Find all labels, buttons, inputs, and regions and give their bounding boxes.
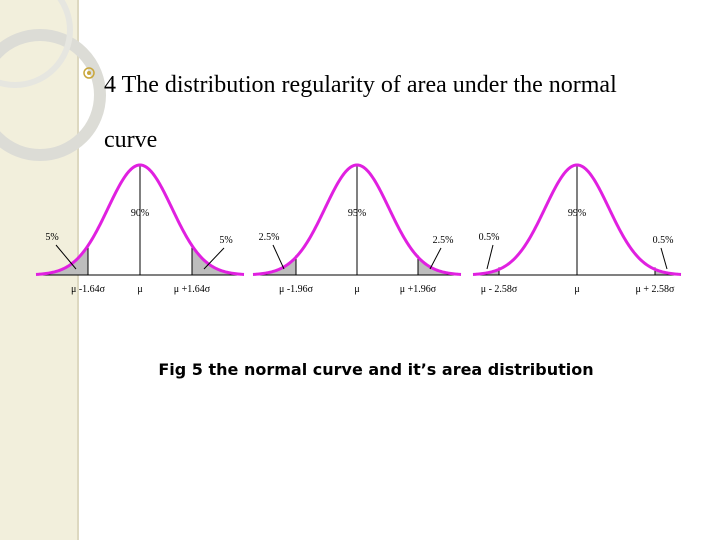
leader	[486, 244, 494, 270]
axis-label: μ +1.96σ	[400, 284, 437, 295]
heading: 4 The distribution regularity of area un…	[104, 72, 617, 153]
tail-percent: 2.5%	[259, 232, 280, 243]
center-percent: 95%	[348, 208, 366, 219]
leader	[203, 247, 225, 270]
center-percent: 99%	[568, 208, 586, 219]
axis-label: μ	[354, 284, 359, 295]
bullet-icon	[83, 67, 95, 79]
tail-area	[253, 257, 296, 275]
ring	[0, 29, 106, 161]
normal-curve	[472, 163, 682, 276]
tail-area	[473, 269, 499, 275]
leader	[272, 244, 285, 270]
tail-percent: 2.5%	[433, 235, 454, 246]
tail-percent: 5%	[45, 232, 58, 243]
center-percent: 90%	[131, 208, 149, 219]
tail-area	[655, 269, 681, 275]
figure: 90% 5% 5% μ -1.64σ μ μ +1.64σ 95% 2.5% 2.5% μ -1.…	[35, 163, 682, 295]
tail-percent: 5%	[219, 235, 232, 246]
axis-label: μ - 2.58σ	[481, 284, 518, 295]
axis-label: μ	[574, 284, 579, 295]
ring	[0, 0, 73, 88]
normal-curve	[252, 163, 462, 276]
tail-percent: 0.5%	[653, 235, 674, 246]
leader	[660, 247, 668, 270]
caption: Fig 5 the normal curve and it’s area dis…	[158, 360, 594, 379]
leader	[429, 247, 442, 270]
tail-percent: 0.5%	[479, 232, 500, 243]
axis-label: μ -1.64σ	[71, 284, 106, 295]
axis-label: μ	[137, 284, 142, 295]
leader	[55, 244, 77, 270]
axis-label: μ -1.96σ	[279, 284, 314, 295]
axis-label: μ + 2.58σ	[636, 284, 676, 295]
tail-area	[418, 257, 461, 275]
axis-label: μ +1.64σ	[174, 284, 211, 295]
normal-curve	[35, 163, 245, 276]
